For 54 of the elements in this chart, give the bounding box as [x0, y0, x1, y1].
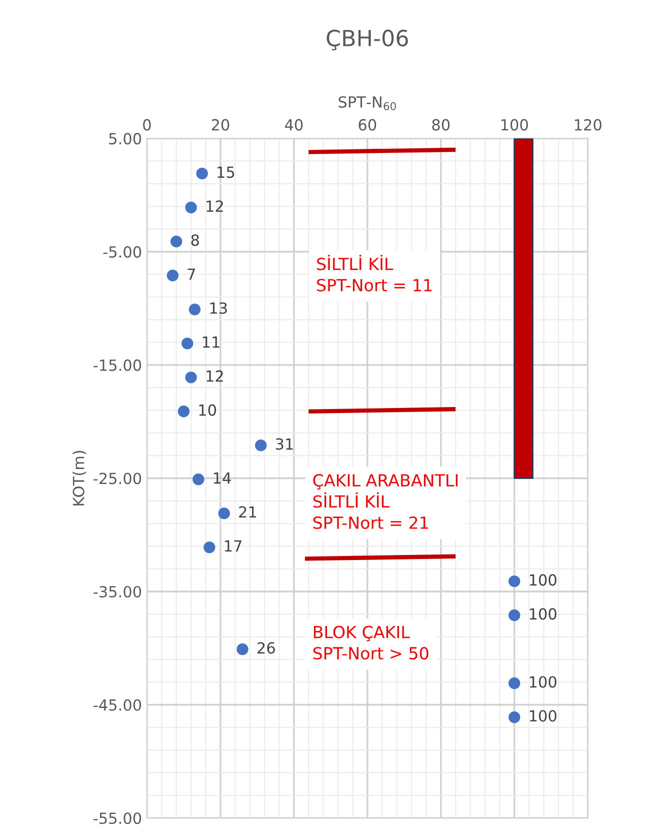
x-tick-label: 100: [501, 119, 528, 131]
annotation: 8: [191, 234, 199, 246]
y-tick-label: -5.00: [103, 246, 142, 258]
annotation: SİLTLİ KİL SPT-Nort = 11: [317, 254, 432, 292]
y-tick-label: -45.00: [94, 699, 142, 711]
point: [185, 202, 197, 214]
point: [182, 338, 194, 350]
annotation: 100: [530, 574, 556, 586]
annotation: 11: [202, 336, 220, 348]
y-tick-label: -25.00: [94, 472, 142, 484]
y-tick-label: -35.00: [94, 586, 142, 598]
annotation: 26: [257, 642, 275, 654]
x-tick-label: 0: [143, 119, 151, 131]
point: [508, 609, 520, 622]
point: [508, 677, 520, 690]
point: [170, 236, 182, 248]
point: [178, 406, 190, 418]
annotation: 100: [530, 710, 556, 722]
annotation: 31: [276, 438, 293, 450]
y-axis-title: KOT(m): [72, 450, 86, 506]
annotation: 12: [206, 200, 223, 212]
annotation: 100: [530, 676, 556, 688]
annotation: 21: [239, 506, 256, 518]
point: [508, 575, 520, 588]
point: [192, 474, 204, 486]
annotation: 13: [210, 302, 227, 314]
y-tick-label: -55.00: [94, 812, 142, 824]
annotation: 14: [214, 472, 231, 484]
annotation: BLOK ÇAKIL SPT-Nort > 50: [313, 626, 428, 660]
x-tick-label: 80: [432, 119, 450, 131]
x-tick-label: 60: [358, 119, 376, 131]
x-tick-label: 40: [284, 119, 303, 131]
y-tick-label: 5.00: [109, 132, 142, 144]
chart-title: ÇBH-06: [326, 30, 408, 50]
x-tick-label: 20: [212, 119, 230, 131]
x-axis-title: SPT-N$_{60}$: [338, 96, 396, 110]
annotation: 12: [206, 370, 223, 382]
annotation: 17: [224, 540, 242, 552]
point: [188, 304, 201, 316]
point: [185, 372, 197, 384]
point: [255, 440, 267, 452]
annotation: ÇAKIL ARABANTLI SİLTLİ KİL SPT-Nort = 21: [313, 474, 458, 529]
point: [508, 711, 520, 724]
point: [166, 270, 179, 282]
point: [218, 507, 230, 520]
point: [204, 541, 216, 554]
point: [196, 168, 208, 180]
point: [236, 643, 248, 656]
annotation: 100: [530, 608, 556, 620]
annotation: 7: [188, 268, 195, 280]
annotation: 10: [199, 404, 216, 416]
y-tick-label: -15.00: [94, 359, 142, 371]
x-tick-label: 120: [574, 119, 602, 131]
annotation: 15: [218, 166, 234, 178]
